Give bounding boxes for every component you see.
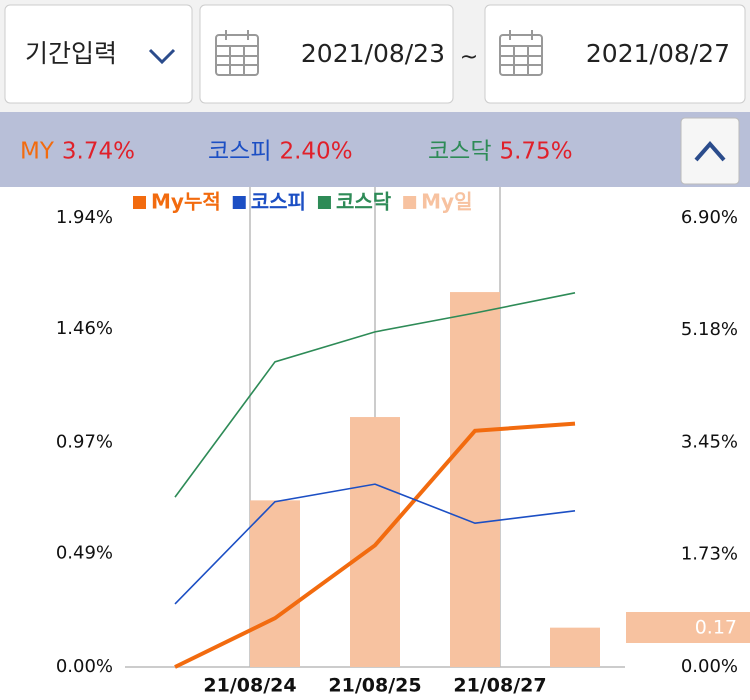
legend-label: 코스닥 xyxy=(336,190,392,214)
legend-swatch xyxy=(133,196,146,209)
period-label: 기간입력 xyxy=(25,39,117,68)
legend-label: 코스피 xyxy=(251,190,306,214)
x-tick-label: 21/08/25 xyxy=(328,675,421,697)
dropdown-icon xyxy=(148,48,176,65)
start-date: 2021/08/23 xyxy=(301,39,445,68)
y2-tick-label: 0.00% xyxy=(681,656,738,677)
x-tick-label: 21/08/24 xyxy=(203,675,296,697)
calendar-icon xyxy=(499,30,543,76)
legend-swatch xyxy=(317,196,331,209)
x-tick-label: 21/08/27 xyxy=(453,675,546,697)
y2-tick-label: 1.73% xyxy=(681,543,738,564)
bar xyxy=(550,627,600,667)
summary-value: 2.40% xyxy=(279,139,352,165)
summary-name: MY xyxy=(20,139,55,165)
summary-value: 3.74% xyxy=(62,139,135,165)
legend-swatch xyxy=(232,196,246,209)
summary-bar xyxy=(0,112,750,187)
bar xyxy=(450,292,500,667)
end-date: 2021/08/27 xyxy=(586,39,730,68)
start-date-box[interactable] xyxy=(199,4,454,104)
bar xyxy=(250,500,300,667)
legend-label: My일 xyxy=(421,190,472,214)
summary-name: 코스피 xyxy=(208,139,271,165)
line xyxy=(174,421,576,669)
period-button[interactable] xyxy=(4,4,193,104)
y-tick-label: 1.46% xyxy=(56,318,113,339)
summary-name: 코스닥 xyxy=(428,139,491,165)
separator: ~ xyxy=(460,45,478,70)
line xyxy=(174,483,576,605)
collapse-button[interactable] xyxy=(680,117,740,185)
calendar-icon xyxy=(215,30,259,76)
y2-tick-label: 6.90% xyxy=(681,207,738,228)
legend-swatch xyxy=(403,196,417,209)
y-tick-label: 0.00% xyxy=(56,656,113,677)
end-date-box[interactable] xyxy=(484,4,746,104)
y-tick-label: 1.94% xyxy=(56,207,113,228)
y-tick-label: 0.49% xyxy=(56,543,113,564)
value-label-box xyxy=(626,612,750,643)
summary-value: 5.75% xyxy=(499,139,572,165)
y2-tick-label: 3.45% xyxy=(681,432,738,453)
value-label: 0.17 xyxy=(695,617,737,639)
collapse-icon xyxy=(694,140,726,162)
bar xyxy=(350,417,400,667)
legend-label: My누적 xyxy=(151,190,221,214)
line xyxy=(174,292,576,498)
y2-tick-label: 5.18% xyxy=(681,319,738,340)
y-tick-label: 0.97% xyxy=(56,432,113,453)
